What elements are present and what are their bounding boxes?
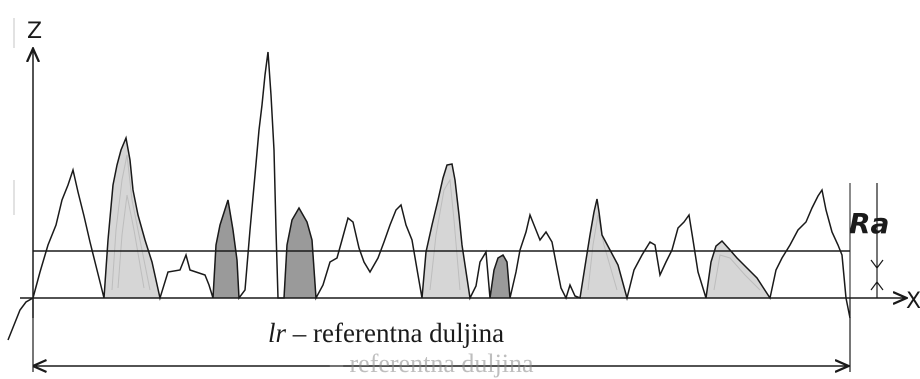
ra-label: Ra xyxy=(849,207,889,240)
shaded-peak xyxy=(421,163,471,299)
reference-length-symbol: lr xyxy=(268,318,287,348)
ra-arrow-down xyxy=(870,259,884,269)
shaded-peak xyxy=(579,198,628,299)
z-axis-label: Z xyxy=(27,19,42,44)
reference-length-text: – referentna duljina xyxy=(286,318,504,348)
ra-arrow-up xyxy=(870,281,884,291)
shaded-peak xyxy=(283,207,317,299)
peak-texture xyxy=(111,154,761,291)
reference-length-ghost: – referentna duljina xyxy=(329,349,534,378)
reference-length-label: lr – referentna duljina xyxy=(268,318,504,348)
x-axis-label: X xyxy=(906,289,920,314)
roughness-profile xyxy=(7,51,851,341)
